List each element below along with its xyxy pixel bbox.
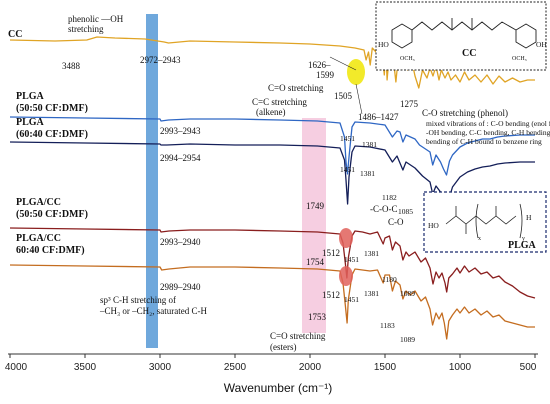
series-label-plgacc-5050: PLGA/CC [16, 197, 61, 208]
peak-1381-c: 1381 [364, 249, 379, 258]
series-label-plga-6040-ratio: (60:40 CF:DMF) [16, 129, 88, 140]
annotation-2972: 2972–2943 [140, 55, 181, 65]
peak-1749: 1749 [306, 201, 325, 211]
x-tick-label: 500 [520, 362, 537, 373]
peak-1381-a: 1381 [362, 140, 377, 149]
peak-1451-b: 1451 [340, 165, 355, 174]
x-axis: 4000 3500 3000 2500 2000 1500 1000 500 [5, 353, 538, 373]
cc-oh-label: OH [536, 40, 547, 49]
spectrum-line-4 [9, 264, 535, 340]
pointer-line [355, 83, 363, 115]
annotation-cc-stretch: C=C stretching [252, 97, 307, 107]
highlight-1512-b [339, 266, 353, 286]
annotation-1505: 1505 [334, 91, 353, 101]
peak-1089-b: 1089 [400, 335, 415, 344]
x-ticks: 4000 3500 3000 2500 2000 1500 1000 500 [5, 354, 537, 373]
annotation-sp3-2: –CH₃ or –CH₂, saturated C-H [99, 306, 208, 316]
cc-structure-label: CC [462, 48, 476, 59]
peak-1089-a: 1089 [400, 289, 415, 298]
annotation-1275: 1275 [400, 99, 419, 109]
plga-sub-y: y [522, 236, 525, 242]
series-label-plgacc-6040-ratio: 60:40 CF:DMF) [16, 245, 85, 256]
peak-1451-c: 1451 [344, 255, 359, 264]
series-label-plgacc-6040: PLGA/CC [16, 233, 61, 244]
cc-inset-border [375, 1, 547, 71]
plga-h-label: H [526, 213, 532, 222]
annotation-3488: 3488 [62, 61, 81, 71]
plga-structure-drawing [445, 203, 523, 239]
peak-1183: 1183 [380, 321, 395, 330]
annotation-ester-2: (esters) [270, 342, 297, 352]
series-label-plgacc-5050-ratio: (50:50 CF:DMF) [16, 209, 88, 220]
x-tick-label: 1000 [449, 362, 472, 373]
peak-1512-b: 1512 [322, 290, 340, 300]
sp3-band [146, 14, 158, 348]
series-label-plga-5050: PLGA [16, 91, 45, 102]
spectrum-line-3 [9, 227, 536, 299]
peak-1182: 1182 [382, 193, 397, 202]
annotation-2989: 2989–2940 [160, 282, 201, 292]
annotation-mixed-3: bending of C-H bound to benzene ring [426, 137, 542, 146]
x-axis-label: Wavenumber (cm⁻¹) [224, 381, 333, 395]
label-coc: -C-O-C [370, 204, 398, 214]
peak-1381-d: 1381 [364, 289, 379, 298]
plga-structure-label: PLGA [508, 240, 537, 251]
cc-structure-inset: HO OCH₃ OH OCH₃ CC [375, 1, 547, 71]
plga-sub-x: x [478, 236, 481, 242]
alkene-highlight [347, 59, 365, 85]
x-tick-label: 3000 [149, 362, 172, 373]
peak-1512-a: 1512 [322, 248, 340, 258]
annotation-1599: 1599 [316, 70, 335, 80]
cc-och3-right: OCH₃ [512, 56, 527, 62]
series-label-plga-5050-ratio: (50:50 CF:DMF) [16, 103, 88, 114]
annotation-phenolic: phenolic —OH [68, 14, 124, 24]
ester-band [302, 118, 326, 333]
cc-ho-label: HO [378, 40, 389, 49]
annotation-sp3-1: sp³ C-H stretching of [100, 295, 176, 305]
highlight-1512-a [339, 228, 353, 248]
peak-1451-d: 1451 [344, 295, 359, 304]
spectrum-line-1 [9, 116, 535, 176]
annotation-2993-a: 2993–2943 [160, 126, 201, 136]
x-tick-label: 1500 [374, 362, 397, 373]
x-tick-label: 2500 [224, 362, 247, 373]
spectrum-line-2 [9, 141, 535, 215]
annotation-ester-1: C=O stretching [270, 331, 326, 341]
annotation-1626: 1626– [308, 60, 331, 70]
series-label-plga-6040: PLGA [16, 117, 45, 128]
x-tick-label: 4000 [5, 362, 28, 373]
peak-1180: 1180 [382, 275, 397, 284]
annotation-mixed-1: mixed vibrations of : C-O bending (enol … [426, 119, 550, 128]
annotation-2993-b: 2993–2940 [160, 237, 201, 247]
annotation-co-stretching: C=O stretching [268, 83, 324, 93]
annotation-phenol-co: C-O stretching (phenol) [422, 108, 508, 118]
peak-1381-b: 1381 [360, 169, 375, 178]
plga-inset-border [423, 191, 547, 253]
annotation-phenolic-2: stretching [68, 24, 104, 34]
series-label-cc: CC [8, 29, 22, 40]
peak-1754: 1754 [306, 257, 325, 267]
peak-1085: 1085 [398, 207, 413, 216]
pointer-line [329, 56, 357, 71]
x-tick-label: 2000 [299, 362, 322, 373]
peak-1451-a: 1451 [340, 134, 355, 143]
plga-ho-label: HO [428, 221, 439, 230]
annotation-2994: 2994–2954 [160, 153, 201, 163]
annotation-1486: 1486–1427 [358, 112, 399, 122]
cc-structure-drawing [391, 18, 537, 49]
peak-1753: 1753 [308, 312, 327, 322]
label-co: C-O [388, 217, 404, 227]
annotation-mixed-2: -OH bending, C-C bending, C-H bending, o… [426, 128, 550, 137]
cc-och3-left: OCH₃ [400, 56, 415, 62]
plga-structure-inset: HO x y H PLGA [423, 191, 547, 253]
x-tick-label: 3500 [74, 362, 97, 373]
annotation-alkene: (alkene) [256, 107, 285, 117]
